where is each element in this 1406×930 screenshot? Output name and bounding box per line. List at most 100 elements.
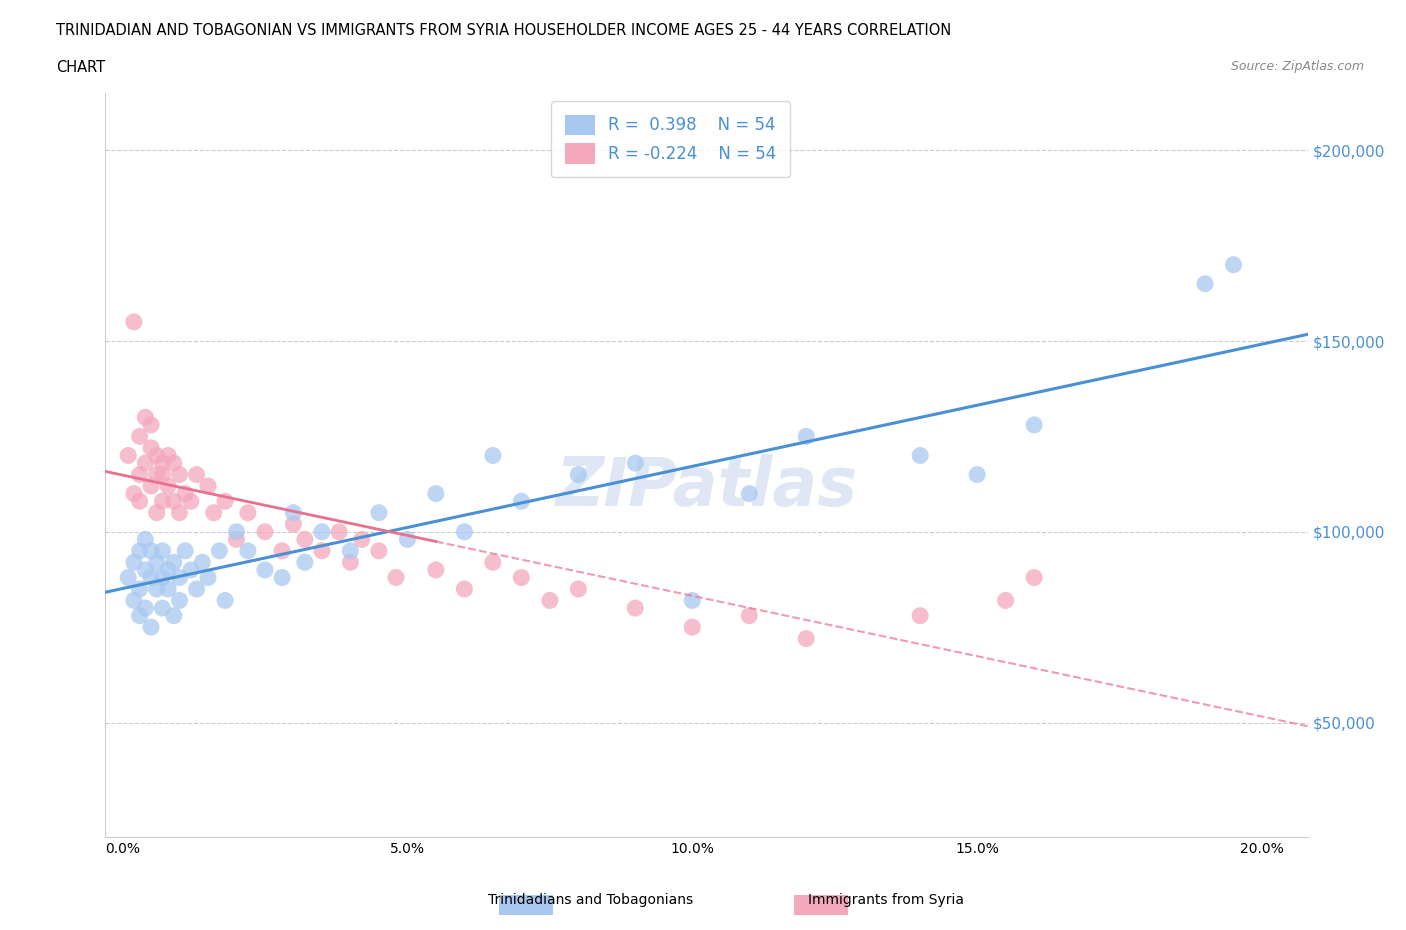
Point [134,563,156,578]
Point [908,448,931,463]
Point [208,543,231,558]
Point [128,467,150,482]
Point [225,532,247,547]
Point [128,581,150,596]
Point [128,543,150,558]
Point [966,467,988,482]
Point [425,563,447,578]
Point [202,505,225,520]
Point [311,543,333,558]
Point [152,456,174,471]
Point [328,525,350,539]
Point [1022,570,1045,585]
Point [139,441,162,456]
Point [157,479,180,494]
Point [180,494,202,509]
Point [453,525,475,539]
Text: Trinidadians and Tobagonians: Trinidadians and Tobagonians [488,893,693,908]
Point [197,479,219,494]
Point [350,532,373,547]
Point [253,563,276,578]
Point [128,494,150,509]
Point [567,467,589,482]
Point [1222,258,1244,272]
Point [294,532,316,547]
Point [134,532,156,547]
Point [794,429,817,444]
Point [283,517,305,532]
Point [214,593,236,608]
Point [339,555,361,570]
Point [163,608,186,623]
Point [681,619,703,634]
Point [152,601,174,616]
Point [139,418,162,432]
Point [122,555,145,570]
Point [1194,276,1216,291]
Point [157,563,180,578]
Point [169,570,191,585]
Point [174,543,197,558]
Point [482,448,505,463]
Point [180,563,202,578]
Point [186,467,208,482]
Point [117,448,139,463]
Point [169,505,191,520]
Point [453,581,475,596]
Text: ZIPatlas: ZIPatlas [555,455,858,520]
Point [283,505,305,520]
Point [117,570,139,585]
Point [122,486,145,501]
Point [152,467,174,482]
Point [271,543,294,558]
Point [169,467,191,482]
Point [396,532,419,547]
Point [157,581,180,596]
Point [738,486,761,501]
Point [145,555,167,570]
Point [139,570,162,585]
Point [163,456,186,471]
Point [152,543,174,558]
Point [163,555,186,570]
Point [134,410,156,425]
Text: Immigrants from Syria: Immigrants from Syria [808,893,963,908]
Point [128,608,150,623]
Point [908,608,931,623]
Point [624,601,647,616]
Point [169,593,191,608]
Point [794,631,817,646]
Point [294,555,316,570]
Point [567,581,589,596]
Point [191,555,214,570]
Point [157,448,180,463]
Point [197,570,219,585]
Point [624,456,647,471]
Point [1022,418,1045,432]
Point [482,555,505,570]
Point [134,601,156,616]
Point [152,494,174,509]
Point [311,525,333,539]
Point [385,570,408,585]
Point [145,505,167,520]
Legend: R =  0.398    N = 54, R = -0.224    N = 54: R = 0.398 N = 54, R = -0.224 N = 54 [551,101,790,177]
Point [174,486,197,501]
Point [139,543,162,558]
Point [425,486,447,501]
Point [538,593,561,608]
Point [510,570,533,585]
Point [145,581,167,596]
Point [510,494,533,509]
Point [186,581,208,596]
Point [163,494,186,509]
Point [214,494,236,509]
Point [134,456,156,471]
Point [122,593,145,608]
Point [139,619,162,634]
Point [681,593,703,608]
Point [368,505,391,520]
Point [139,479,162,494]
Point [994,593,1017,608]
Text: TRINIDADIAN AND TOBAGONIAN VS IMMIGRANTS FROM SYRIA HOUSEHOLDER INCOME AGES 25 -: TRINIDADIAN AND TOBAGONIAN VS IMMIGRANTS… [56,23,952,38]
